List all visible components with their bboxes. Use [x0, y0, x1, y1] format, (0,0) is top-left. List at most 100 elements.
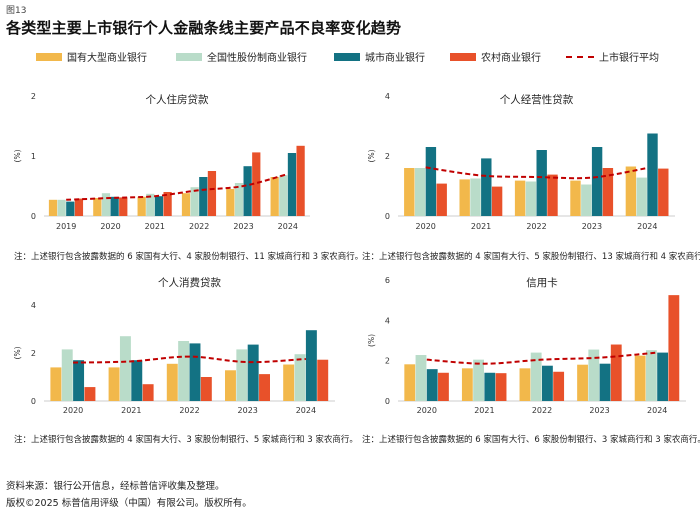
- x-tick-label: 2022: [526, 222, 546, 231]
- bar-consumer-loan-2022-s2: [189, 343, 201, 401]
- bar-business-loan-2020-s0: [404, 168, 415, 216]
- chart-title: 个人住房贷款: [146, 93, 209, 106]
- bar-mortgage-2019-s2: [66, 201, 75, 216]
- y-tick-label: 2: [385, 357, 390, 366]
- y-tick-label: 4: [31, 301, 36, 310]
- x-tick-label: 2021: [474, 406, 494, 415]
- bar-mortgage-2023-s1: [234, 183, 244, 216]
- bar-credit-card-2021-s0: [461, 368, 473, 401]
- average-line-consumer-loan: [73, 355, 306, 364]
- x-tick-label: 2022: [179, 406, 199, 415]
- y-axis-label: (%): [13, 346, 22, 359]
- x-tick-label: 2021: [121, 406, 141, 415]
- copyright-note: 版权©2025 标普信用评级（中国）有限公司。版权所有。: [6, 498, 252, 509]
- x-tick-label: 2023: [233, 222, 253, 231]
- bar-credit-card-2024-s1: [645, 350, 657, 401]
- y-tick-label: 4: [385, 92, 390, 101]
- bar-consumer-loan-2021-s1: [119, 336, 131, 401]
- y-tick-label: 2: [385, 152, 390, 161]
- bar-business-loan-2021-s1: [470, 178, 481, 216]
- legend-item-rural-banks: 农村商业银行: [450, 49, 541, 64]
- x-tick-label: 2021: [471, 222, 491, 231]
- bar-credit-card-2022-s3: [553, 371, 565, 401]
- bar-business-loan-2024-s1: [636, 177, 647, 216]
- x-tick-label: 2019: [56, 222, 76, 231]
- y-tick-label: 2: [31, 349, 36, 358]
- bar-business-loan-2020-s3: [436, 183, 447, 216]
- bar-business-loan-2022-s1: [525, 181, 537, 216]
- y-tick-label: 1: [31, 152, 36, 161]
- chart-title: 信用卡: [526, 276, 558, 289]
- y-axis-label: (%): [367, 334, 376, 347]
- bar-consumer-loan-2020-s0: [50, 367, 62, 401]
- bar-business-loan-2023-s2: [591, 147, 603, 216]
- chart-note-consumer: 注：上述银行包含披露数据的 4 家国有大行、3 家股份制银行、5 家城商行和 3…: [14, 435, 358, 445]
- chart-note-credit-card: 注：上述银行包含披露数据的 6 家国有大行、6 家股份制银行、3 家城商行和 3…: [362, 435, 700, 445]
- bar-credit-card-2020-s2: [426, 369, 438, 401]
- bar-mortgage-2020-s2: [110, 196, 119, 216]
- bar-credit-card-2023-s2: [599, 363, 611, 401]
- bar-consumer-loan-2023-s3: [259, 374, 270, 401]
- bar-credit-card-2022-s1: [530, 352, 542, 401]
- legend-line-swatch: [566, 55, 594, 58]
- bar-business-loan-2024-s0: [625, 166, 637, 216]
- x-tick-label: 2023: [582, 222, 602, 231]
- bar-consumer-loan-2020-s3: [84, 387, 96, 401]
- y-tick-label: 0: [31, 397, 36, 406]
- bar-credit-card-2023-s3: [610, 344, 622, 401]
- figure-label: 图13: [6, 6, 27, 16]
- chart-title: 个人经营性贷款: [500, 93, 574, 106]
- x-tick-label: 2023: [238, 406, 258, 415]
- bar-consumer-loan-2024-s2: [305, 330, 317, 401]
- y-tick-label: 4: [385, 316, 390, 325]
- legend-label: 全国性股份制商业银行: [207, 53, 307, 64]
- average-line-business-loan: [425, 166, 648, 180]
- x-tick-label: 2020: [417, 406, 437, 415]
- bar-consumer-loan-2022-s3: [200, 377, 212, 401]
- y-axis-label: (%): [13, 149, 22, 162]
- bar-credit-card-2024-s0: [634, 355, 646, 402]
- chart-panel-mortgage: 个人住房贷款 0 1 2 (%) 2019 2020 2021 2022 2023 2024: [13, 92, 310, 231]
- x-tick-label: 2024: [296, 406, 316, 415]
- bar-business-loan-2023-s3: [602, 168, 614, 216]
- chart-note-mortgage: 注：上述银行包含披露数据的 6 家国有大行、4 家股份制银行、11 家城商行和 …: [14, 252, 364, 262]
- x-tick-label: 2024: [637, 222, 657, 231]
- average-line-credit-card: [426, 351, 658, 365]
- y-tick-label: 0: [385, 397, 390, 406]
- legend-item-joint-stock-banks: 全国性股份制商业银行: [176, 49, 307, 64]
- source-note: 资料来源：银行公开信息，经标普信评收集及整理。: [6, 481, 225, 492]
- x-tick-label: 2022: [189, 222, 209, 231]
- bar-mortgage-2024-s2: [287, 153, 297, 216]
- bar-consumer-loan-2023-s2: [247, 344, 259, 401]
- bar-business-loan-2022-s3: [547, 174, 558, 216]
- bar-mortgage-2021-s3: [163, 192, 172, 216]
- legend-label: 城市商业银行: [365, 53, 425, 64]
- legend-item-listed-average: 上市银行平均: [566, 49, 659, 64]
- bar-consumer-loan-2022-s1: [178, 341, 190, 401]
- bar-business-loan-2022-s0: [514, 180, 526, 216]
- bar-consumer-loan-2024-s0: [283, 364, 295, 401]
- bar-mortgage-2021-s1: [146, 193, 155, 216]
- legend-swatch: [334, 52, 360, 61]
- average-line-mortgage: [66, 173, 289, 201]
- x-tick-label: 2021: [145, 222, 165, 231]
- bar-credit-card-2021-s2: [484, 372, 496, 401]
- bar-credit-card-2023-s0: [577, 364, 588, 401]
- x-tick-label: 2020: [416, 222, 436, 231]
- y-tick-label: 0: [31, 212, 36, 221]
- bar-consumer-loan-2024-s3: [317, 359, 329, 401]
- bar-consumer-loan-2021-s0: [108, 367, 120, 401]
- bar-business-loan-2023-s0: [570, 180, 581, 216]
- bar-mortgage-2021-s0: [137, 196, 146, 216]
- bar-business-loan-2023-s1: [581, 184, 592, 216]
- bar-mortgage-2022-s3: [207, 171, 217, 216]
- y-tick-label: 0: [385, 212, 390, 221]
- bar-mortgage-2019-s0: [48, 199, 58, 216]
- bar-business-loan-2021-s3: [491, 186, 503, 216]
- chart-note-business: 注：上述银行包含披露数据的 4 家国有大行、5 家股份制银行、13 家城商行和 …: [362, 252, 700, 262]
- bar-business-loan-2024-s3: [658, 168, 669, 216]
- bar-credit-card-2020-s0: [404, 364, 416, 401]
- bar-credit-card-2024-s2: [657, 352, 669, 401]
- x-tick-label: 2023: [589, 406, 609, 415]
